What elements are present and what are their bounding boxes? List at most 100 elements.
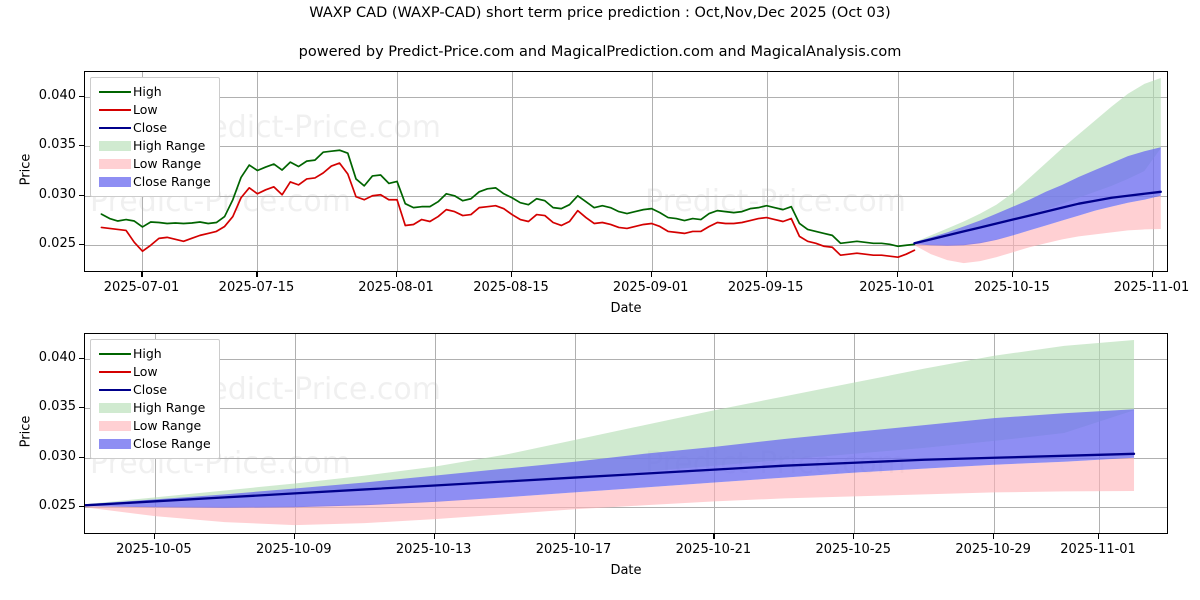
close-line (85, 452, 1136, 507)
y-axis-tick-mark (79, 145, 84, 147)
y-axis-tick-mark (79, 357, 84, 359)
x-axis-tick-label: 2025-08-01 (358, 280, 434, 295)
legend-swatch (97, 401, 133, 415)
x-axis-tick-mark (433, 534, 435, 539)
legend-line-swatch (99, 389, 131, 392)
legend-patch-swatch (99, 403, 131, 413)
legend-label: Close Range (133, 173, 211, 189)
x-axis-tick-label: 2025-10-09 (256, 542, 332, 557)
x-gridline (397, 72, 399, 271)
x-axis-tick-label: 2025-09-01 (612, 280, 689, 295)
legend-swatch (97, 175, 133, 189)
x-gridline (294, 334, 296, 533)
legend-swatch (97, 437, 133, 451)
y-axis-tick-mark (79, 506, 84, 508)
legend-item[interactable]: Close Range (97, 173, 211, 191)
x-gridline (574, 334, 576, 533)
x-gridline (766, 72, 768, 271)
x-axis-tick-label: 2025-10-21 (675, 542, 752, 557)
x-axis-tick-label: 2025-07-01 (103, 280, 180, 295)
legend-patch-swatch (99, 177, 131, 187)
legend-item[interactable]: High Range (97, 137, 211, 155)
legend-item[interactable]: High (97, 83, 211, 101)
y-axis-tick-mark (79, 407, 84, 409)
legend-item[interactable]: High Range (97, 399, 211, 417)
x-gridline (257, 72, 259, 271)
x-axis-tick-label: 2025-09-15 (727, 280, 804, 295)
legend-item[interactable]: Low Range (97, 417, 211, 435)
x-axis-tick-mark (1151, 272, 1153, 277)
legend-item[interactable]: Low (97, 101, 211, 119)
legend-swatch (97, 85, 133, 99)
x-gridline (434, 334, 436, 533)
forecast-detail-plot-area: Predict-Price.comPredict-Price.comPredic… (85, 334, 1167, 533)
close-line (913, 190, 1162, 245)
x-axis-tick-mark (650, 272, 652, 277)
forecast-detail-x-axis-label: Date (610, 563, 642, 578)
x-axis-tick-label: 2025-10-15 (974, 280, 1050, 295)
y-axis-tick-mark (79, 244, 84, 246)
legend-patch-swatch (99, 421, 131, 431)
x-axis-tick-label: 2025-10-29 (955, 542, 1031, 557)
x-axis-tick-mark (897, 272, 899, 277)
legend-label: Close (133, 119, 168, 135)
legend-line-swatch (99, 127, 131, 130)
x-axis-tick-mark (153, 534, 156, 539)
y-gridline (85, 245, 1167, 247)
overview-chart: Predict-Price.com Predict-Price.com Predic… (84, 71, 1168, 272)
page-title: WAXP CAD (WAXP-CAD) short term price pre… (309, 5, 891, 21)
y-axis-tick-label: 0.030 (38, 186, 76, 202)
y-gridline (85, 96, 1167, 98)
legend-swatch (97, 103, 133, 117)
page-subtitle: powered by Predict-Price.com and Magical… (298, 44, 902, 60)
legend-item[interactable]: High (97, 345, 211, 363)
legend-item[interactable]: Close Range (97, 435, 211, 453)
x-axis-tick-label: 2025-10-01 (859, 280, 935, 295)
legend-item[interactable]: Close (97, 119, 211, 137)
x-axis-tick-mark (993, 534, 995, 539)
x-axis-tick-mark (293, 534, 295, 539)
legend-swatch (97, 157, 133, 171)
x-gridline (512, 72, 514, 271)
legend-item[interactable]: Low (97, 363, 211, 381)
legend-label: High Range (133, 137, 206, 153)
y-axis-tick-mark (79, 194, 84, 196)
legend-label: High Range (133, 399, 206, 415)
y-axis-tick-label: 0.040 (38, 87, 76, 103)
legend-line-swatch (99, 91, 131, 94)
y-axis-tick-label: 0.035 (38, 137, 76, 153)
legend-patch-swatch (99, 159, 131, 169)
legend-swatch (97, 383, 133, 397)
x-axis-tick-label: 2025-07-15 (218, 280, 295, 295)
y-axis-tick-label: 0.030 (38, 448, 76, 464)
y-gridline (85, 408, 1167, 410)
x-gridline (651, 72, 653, 271)
chart-legend: High Low Close High Range Low Range Close Ran… (90, 77, 220, 197)
series-layer (85, 339, 1136, 526)
legend-item[interactable]: Low Range (97, 155, 211, 173)
x-axis-tick-label: 2025-10-17 (535, 542, 612, 557)
low-range-band (914, 195, 1161, 264)
overview-x-axis-label: Date (610, 301, 642, 316)
y-axis-tick-label: 0.025 (38, 498, 76, 514)
chart-legend: High Low Close High Range Low Range Close Ran… (90, 339, 220, 459)
x-axis-tick-mark (713, 534, 715, 539)
x-axis-tick-mark (1098, 534, 1100, 539)
legend-label: High (133, 83, 162, 99)
y-gridline (85, 195, 1167, 197)
overview-plot-frame: Predict-Price.com Predict-Price.com Predic… (84, 71, 1168, 272)
series-layer (100, 77, 1162, 264)
legend-label: High (133, 345, 162, 361)
x-axis-tick-mark (256, 272, 258, 277)
legend-item[interactable]: Close (97, 381, 211, 399)
legend-line-swatch (99, 371, 131, 374)
legend-line-swatch (99, 353, 131, 356)
close-range-band (85, 409, 1135, 508)
legend-label: Low Range (133, 155, 202, 171)
legend-swatch (97, 347, 133, 361)
overview-y-axis-label: Price (18, 153, 34, 185)
legend-swatch (97, 365, 133, 379)
x-axis-tick-label: 2025-10-13 (395, 542, 472, 557)
x-axis-tick-mark (141, 272, 143, 277)
